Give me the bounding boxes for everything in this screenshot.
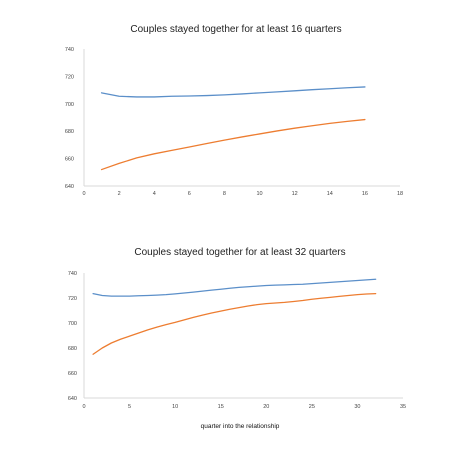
series-line-bottom-2: [92, 292, 377, 355]
y-tick-label-top: 720: [65, 74, 74, 80]
series-line-bottom-1: [92, 278, 377, 297]
chart-top: Couples stayed together for at least 16 …: [65, 24, 403, 197]
x-tick-label-bottom: 15: [218, 404, 224, 410]
y-tick-label-bottom: 640: [68, 396, 77, 402]
series-line-top-1: [100, 86, 366, 98]
x-tick-label-bottom: 10: [172, 404, 178, 410]
series-line-top-2: [100, 118, 366, 171]
x-tick-label-top: 6: [188, 191, 191, 197]
x-tick-label-bottom: 5: [128, 404, 131, 410]
x-tick-label-bottom: 0: [82, 404, 85, 410]
x-tick-label-top: 16: [362, 191, 368, 197]
x-tick-label-bottom: 30: [354, 404, 360, 410]
y-tick-label-bottom: 740: [68, 271, 77, 277]
y-tick-label-bottom: 660: [68, 371, 77, 377]
x-tick-label-top: 18: [397, 191, 403, 197]
x-tick-label-top: 10: [256, 191, 262, 197]
y-tick-label-bottom: 720: [68, 296, 77, 302]
chart-title-bottom: Couples stayed together for at least 32 …: [134, 247, 345, 258]
y-tick-label-top: 700: [65, 102, 74, 108]
x-tick-label-top: 2: [118, 191, 121, 197]
y-tick-label-top: 740: [65, 47, 74, 53]
x-tick-label-top: 8: [223, 191, 226, 197]
x-tick-label-top: 14: [327, 191, 333, 197]
x-tick-label-bottom: 25: [309, 404, 315, 410]
y-tick-label-top: 680: [65, 129, 74, 135]
x-tick-label-bottom: 20: [263, 404, 269, 410]
x-tick-label-bottom: 35: [400, 404, 406, 410]
y-tick-label-bottom: 700: [68, 321, 77, 327]
x-tick-label-top: 12: [292, 191, 298, 197]
y-tick-label-top: 640: [65, 184, 74, 190]
x-tick-label-top: 4: [153, 191, 156, 197]
chart-title-top: Couples stayed together for at least 16 …: [130, 24, 341, 35]
y-tick-label-bottom: 680: [68, 346, 77, 352]
chart-bottom: Couples stayed together for at least 32 …: [68, 247, 406, 430]
y-tick-label-top: 660: [65, 157, 74, 163]
x-axis-label-bottom: quarter into the relationship: [201, 423, 280, 430]
x-tick-label-top: 0: [82, 191, 85, 197]
